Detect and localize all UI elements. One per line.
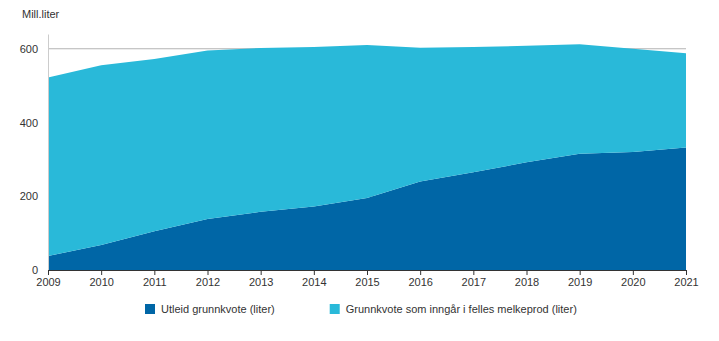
tick: 400 <box>20 117 48 129</box>
tick-mark <box>208 270 209 275</box>
tick: 2020 <box>621 270 645 288</box>
tick-label: 2012 <box>196 276 220 288</box>
tick-label: 600 <box>20 43 38 55</box>
tick: 0 <box>32 264 48 276</box>
tick-mark <box>154 270 155 275</box>
tick-label: 2013 <box>249 276 273 288</box>
tick: 600 <box>20 43 48 55</box>
tick-label: 2017 <box>462 276 486 288</box>
tick-mark <box>633 270 634 275</box>
legend-item: Utleid grunnkvote (liter) <box>145 303 275 315</box>
tick: 2009 <box>36 270 60 288</box>
tick: 2010 <box>89 270 113 288</box>
tick-label: 2016 <box>408 276 432 288</box>
tick-mark <box>261 270 262 275</box>
tick-mark <box>686 270 687 275</box>
tick-label: 2014 <box>302 276 326 288</box>
tick-mark <box>527 270 528 275</box>
tick-mark <box>101 270 102 275</box>
axis-title: Mill.liter <box>22 8 60 20</box>
tick-label: 0 <box>32 264 38 276</box>
tick-label: 200 <box>20 190 38 202</box>
area <box>48 44 686 256</box>
tick-label: 2019 <box>568 276 592 288</box>
legend: Utleid grunnkvote (liter) Grunnkvote som … <box>145 303 577 315</box>
tick-label: 2009 <box>36 276 60 288</box>
tick: 2012 <box>196 270 220 288</box>
tick-label: 2021 <box>674 276 698 288</box>
legend-label: Grunnkvote som inngår i felles melkeprod… <box>346 303 577 315</box>
axis-line <box>48 35 49 271</box>
tick: 2017 <box>462 270 486 288</box>
tick-label: 2020 <box>621 276 645 288</box>
tick-label: 2010 <box>89 276 113 288</box>
tick-label: 2015 <box>355 276 379 288</box>
tick: 2019 <box>568 270 592 288</box>
tick-mark <box>314 270 315 275</box>
tick-mark <box>367 270 368 275</box>
legend-swatch <box>145 304 155 314</box>
tick-mark <box>473 270 474 275</box>
x-axis: 2009 2010 2011 2012 2013 2014 2015 2016 2017 2018… <box>36 270 698 288</box>
tick: 2011 <box>143 270 167 288</box>
tick-label: 2018 <box>515 276 539 288</box>
plot-area <box>48 44 686 270</box>
tick: 2014 <box>302 270 326 288</box>
legend-item: Grunnkvote som inngår i felles melkeprod… <box>330 303 577 315</box>
tick-label: 2011 <box>143 276 167 288</box>
tick-label: 400 <box>20 117 38 129</box>
tick: 2015 <box>355 270 379 288</box>
tick: 2018 <box>515 270 539 288</box>
tick: 2013 <box>249 270 273 288</box>
chart: 0200400600200920102011201220132014201520… <box>0 0 719 341</box>
tick-mark <box>48 270 49 275</box>
tick: 200 <box>20 190 48 202</box>
tick-mark <box>420 270 421 275</box>
y-axis: 0 200 400 600 <box>20 35 49 277</box>
tick: 2021 <box>674 270 698 288</box>
legend-label: Utleid grunnkvote (liter) <box>161 303 275 315</box>
legend-swatch <box>330 304 340 314</box>
tick: 2016 <box>408 270 432 288</box>
tick-mark <box>580 270 581 275</box>
